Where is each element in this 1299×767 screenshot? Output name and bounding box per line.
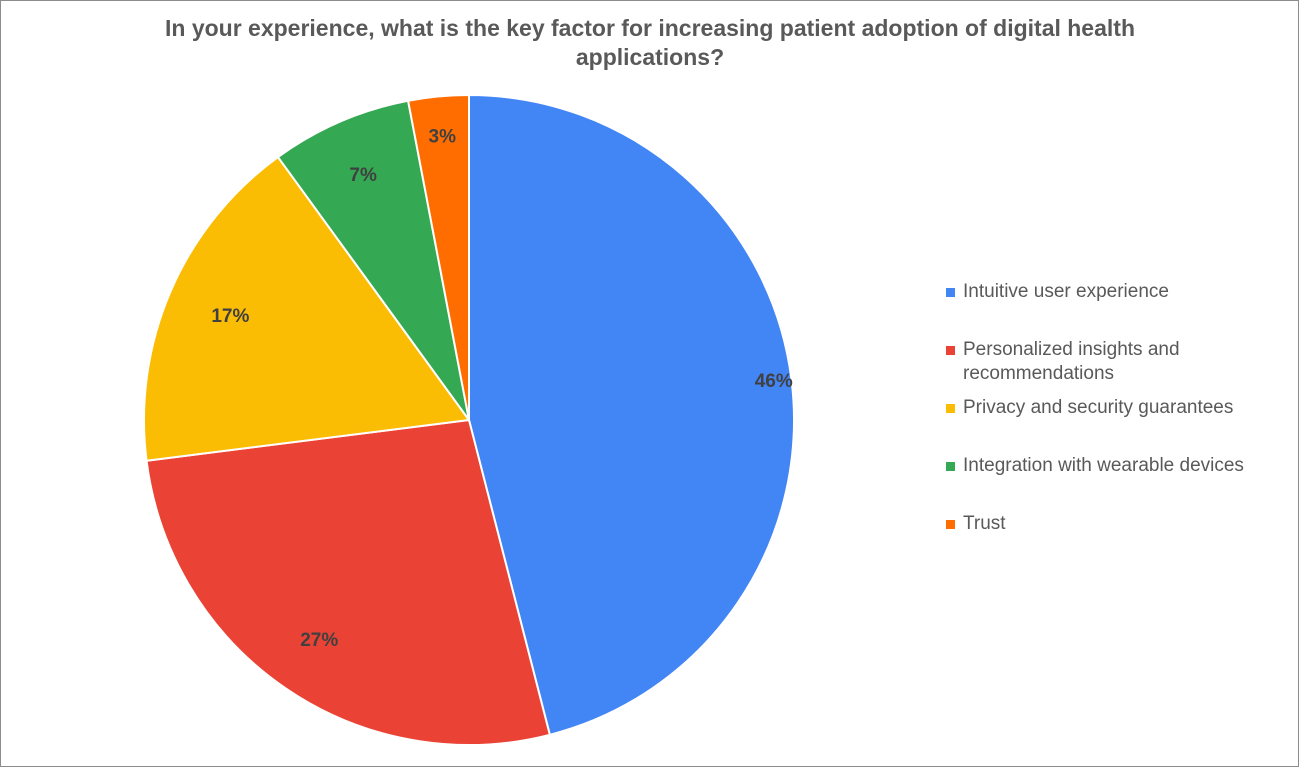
legend-label-intuitive-user-experience: Intuitive user experience xyxy=(963,281,1169,302)
legend-swatch-trust xyxy=(946,520,955,529)
pie-slice-trust xyxy=(407,94,470,421)
legend-item-intuitive-user-experience: Intuitive user experience xyxy=(946,280,1169,304)
legend-swatch-personalized-insights-and-recommendations xyxy=(946,346,955,355)
data-label-privacy-and-security-guarantees: 17% xyxy=(211,306,249,327)
pie-slice-intuitive-user-experience xyxy=(468,94,795,736)
legend-label-personalized-insights-and-recommendations: Personalized insights and recommendation… xyxy=(963,339,1180,384)
pie-data-labels: 46% 27% 17% 7% 3% xyxy=(211,126,792,651)
legend-swatch-integration-with-wearable-devices xyxy=(946,462,955,471)
legend-item-privacy-and-security-guarantees: Privacy and security guarantees xyxy=(946,396,1233,420)
legend-label-privacy-and-security-guarantees: Privacy and security guarantees xyxy=(963,397,1234,418)
pie-slice-privacy-and-security-guarantees xyxy=(143,156,470,462)
legend-item-personalized-insights-and-recommendations: Personalized insights and recommendation… xyxy=(946,338,1233,386)
legend-item-integration-with-wearable-devices: Integration with wearable devices xyxy=(946,454,1244,478)
data-label-personalized-insights-and-recommendations: 27% xyxy=(300,630,338,651)
legend-label-integration-with-wearable-devices: Integration with wearable devices xyxy=(963,455,1244,476)
data-label-trust: 3% xyxy=(429,126,457,147)
legend-swatch-intuitive-user-experience xyxy=(946,288,955,297)
pie-slices xyxy=(143,94,795,746)
legend-swatch-privacy-and-security-guarantees xyxy=(946,404,955,413)
legend-item-trust: Trust xyxy=(946,512,1006,536)
data-label-intuitive-user-experience: 46% xyxy=(755,371,793,392)
chart-title: In your experience, what is the key fact… xyxy=(164,15,1135,70)
data-label-integration-with-wearable-devices: 7% xyxy=(349,165,377,186)
pie-slice-integration-with-wearable-devices xyxy=(276,99,470,421)
pie-slice-personalized-insights-and-recommendations xyxy=(145,419,551,746)
legend-label-trust: Trust xyxy=(963,513,1006,534)
